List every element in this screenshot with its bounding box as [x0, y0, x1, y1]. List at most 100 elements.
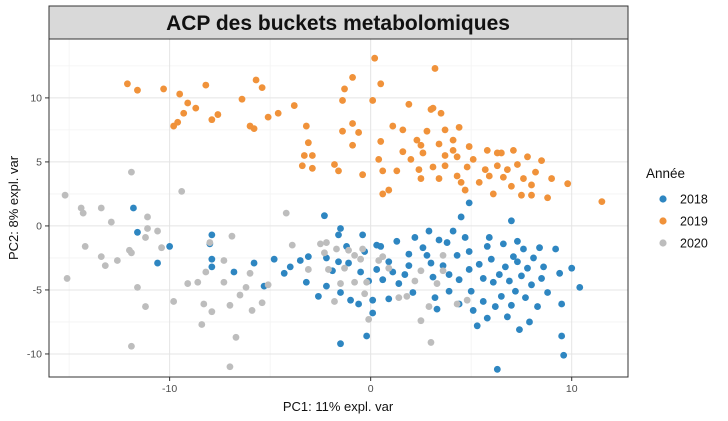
point-2018 — [445, 287, 453, 295]
point-2018 — [528, 281, 535, 289]
legend-label-2019: 2019 — [680, 215, 708, 229]
point-2019 — [598, 198, 606, 205]
point-2020 — [228, 232, 236, 240]
point-2019 — [437, 109, 445, 117]
y-tick-label: 5 — [36, 156, 42, 168]
point-2019 — [528, 181, 535, 189]
point-2020 — [395, 294, 403, 302]
point-2018 — [379, 276, 387, 284]
y-tick-label: 0 — [36, 220, 42, 232]
point-2018 — [357, 268, 365, 276]
point-2020 — [359, 245, 367, 253]
point-2020 — [184, 280, 192, 287]
point-2018 — [465, 248, 473, 255]
point-2018 — [483, 243, 491, 250]
point-2018 — [337, 340, 344, 348]
point-2020 — [154, 227, 161, 235]
point-2018 — [423, 251, 431, 259]
point-2018 — [208, 231, 216, 239]
point-2020 — [264, 281, 272, 289]
point-2019 — [308, 152, 316, 159]
title-strip — [48, 5, 629, 40]
point-2020 — [351, 251, 358, 259]
point-2018 — [439, 262, 447, 270]
point-2020 — [226, 363, 234, 371]
point-2020 — [357, 255, 365, 263]
point-2019 — [375, 155, 383, 163]
point-2020 — [321, 249, 328, 257]
point-2019 — [246, 122, 254, 130]
point-2019 — [393, 167, 401, 175]
point-2019 — [489, 190, 497, 198]
point-2019 — [485, 172, 493, 180]
point-2019 — [528, 191, 535, 199]
point-2019 — [377, 138, 385, 145]
point-2020 — [200, 300, 208, 308]
point-2020 — [206, 239, 214, 246]
point-2019 — [469, 155, 477, 163]
point-2018 — [510, 253, 517, 261]
point-2019 — [331, 161, 338, 168]
point-2018 — [166, 243, 174, 250]
point-2020 — [134, 283, 141, 291]
point-2019 — [481, 166, 489, 173]
point-2020 — [433, 280, 441, 287]
legend-key-2018 — [659, 195, 667, 203]
point-2019 — [134, 86, 141, 94]
x-axis-ticks: -10 0 10 — [162, 377, 578, 395]
point-2018 — [568, 264, 576, 272]
point-2018 — [516, 326, 523, 334]
point-2018 — [501, 263, 509, 271]
point-2018 — [526, 318, 533, 326]
point-2019 — [493, 162, 501, 170]
point-2019 — [417, 175, 425, 182]
x-tick-label: 10 — [566, 383, 578, 395]
point-2018 — [530, 254, 537, 262]
point-2019 — [399, 148, 407, 156]
point-2018 — [405, 262, 413, 270]
point-2019 — [355, 129, 363, 136]
point-2018 — [401, 271, 409, 278]
point-2018 — [465, 199, 473, 207]
point-2019 — [518, 191, 525, 199]
point-2019 — [341, 85, 348, 93]
point-2020 — [226, 301, 234, 309]
point-2018 — [335, 231, 342, 239]
point-2019 — [429, 163, 437, 171]
point-2018 — [540, 263, 547, 271]
point-2019 — [170, 122, 178, 130]
point-2020 — [142, 303, 149, 310]
point-2018 — [487, 255, 495, 263]
point-2018 — [405, 250, 413, 258]
point-2019 — [503, 166, 511, 173]
point-2020 — [365, 315, 373, 323]
point-2018 — [435, 236, 443, 244]
point-2018 — [286, 263, 294, 271]
point-2020 — [345, 246, 352, 254]
legend-title: Année — [646, 166, 685, 181]
legend-key-2020 — [659, 239, 667, 247]
point-2019 — [453, 153, 461, 161]
point-2018 — [538, 275, 545, 282]
point-2018 — [499, 240, 507, 248]
point-2020 — [317, 240, 324, 248]
point-2018 — [503, 313, 511, 321]
point-2018 — [154, 259, 161, 267]
point-2019 — [349, 74, 356, 81]
point-2019 — [514, 161, 521, 168]
point-2019 — [208, 116, 216, 124]
point-2018 — [544, 289, 551, 296]
point-2020 — [97, 253, 105, 261]
point-2018 — [419, 244, 427, 252]
point-2020 — [144, 225, 151, 232]
point-2019 — [184, 99, 192, 107]
point-2019 — [349, 141, 356, 149]
point-2020 — [379, 253, 387, 261]
point-2019 — [499, 173, 507, 181]
point-2018 — [469, 307, 477, 314]
point-2018 — [425, 227, 433, 235]
point-2019 — [302, 122, 310, 130]
point-2019 — [308, 164, 316, 172]
point-2019 — [465, 143, 473, 150]
